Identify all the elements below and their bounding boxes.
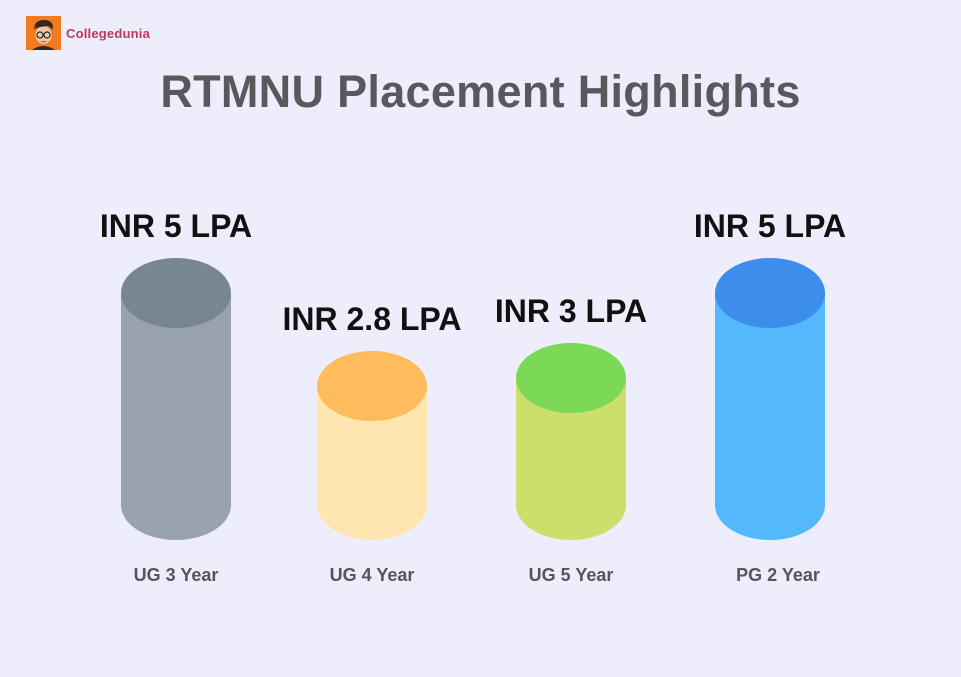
category-label: UG 4 Year (329, 565, 415, 585)
data-label: INR 3 LPA (494, 292, 648, 329)
brand-logo: Collegedunia (26, 16, 150, 50)
student-avatar-icon (26, 16, 61, 50)
cylinder-top (516, 342, 626, 413)
cylinder-top (317, 351, 427, 422)
cylinder-body (715, 293, 825, 505)
cylinder-body (121, 293, 231, 505)
data-label: INR 2.8 LPA (282, 301, 462, 338)
cylinder-top (715, 258, 825, 328)
brand-name: Collegedunia (66, 25, 151, 41)
cylinder-top (121, 258, 231, 328)
data-label: INR 5 LPA (693, 208, 847, 244)
category-label: UG 3 Year (133, 565, 219, 585)
data-label: INR 5 LPA (99, 208, 253, 244)
chart-title: RTMNU Placement Highlights (160, 66, 801, 117)
category-label: UG 5 Year (528, 565, 614, 585)
category-label: PG 2 Year (736, 565, 820, 585)
